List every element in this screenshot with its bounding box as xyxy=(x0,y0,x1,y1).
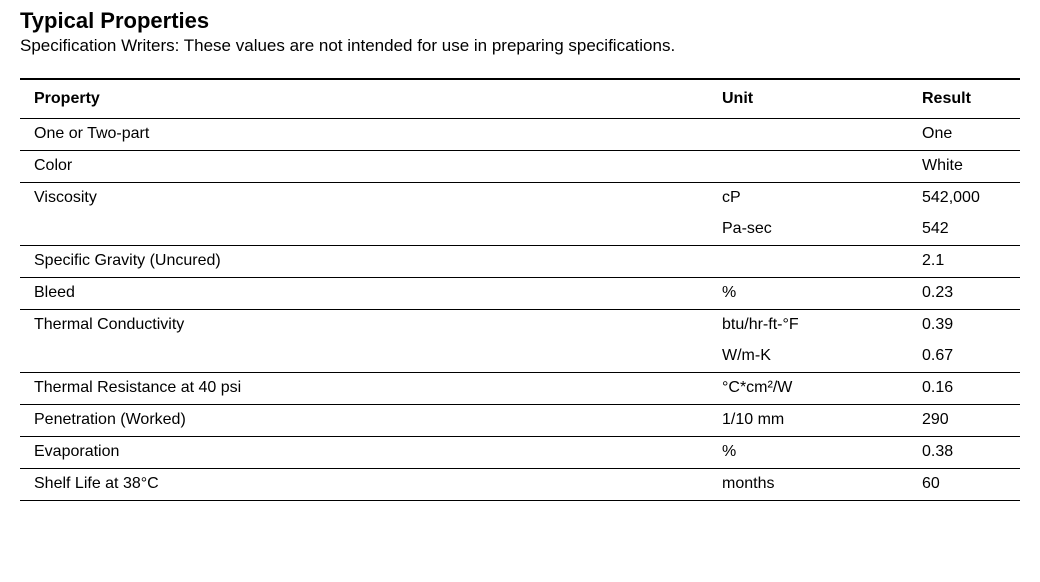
col-header-unit: Unit xyxy=(708,79,908,119)
page-title: Typical Properties xyxy=(20,8,1020,34)
table-row: Shelf Life at 38°C months 60 xyxy=(20,469,1020,501)
table-row: Color White xyxy=(20,151,1020,183)
cell-result: 0.16 xyxy=(908,373,1020,405)
cell-result: 290 xyxy=(908,405,1020,437)
cell-unit xyxy=(708,119,908,151)
page-subtitle: Specification Writers: These values are … xyxy=(20,36,1020,56)
cell-property: Viscosity xyxy=(20,183,708,215)
cell-result: 0.67 xyxy=(908,341,1020,373)
cell-property: One or Two-part xyxy=(20,119,708,151)
cell-result: 0.39 xyxy=(908,310,1020,342)
cell-unit: Pa-sec xyxy=(708,214,908,246)
cell-property xyxy=(20,214,708,246)
page: Typical Properties Specification Writers… xyxy=(0,0,1040,521)
cell-property: Thermal Conductivity xyxy=(20,310,708,342)
cell-unit: % xyxy=(708,278,908,310)
col-header-property: Property xyxy=(20,79,708,119)
cell-unit: % xyxy=(708,437,908,469)
cell-property xyxy=(20,341,708,373)
cell-unit xyxy=(708,246,908,278)
col-header-result: Result xyxy=(908,79,1020,119)
table-row: Specific Gravity (Uncured) 2.1 xyxy=(20,246,1020,278)
cell-unit: btu/hr-ft-°F xyxy=(708,310,908,342)
cell-property: Evaporation xyxy=(20,437,708,469)
table-header-row: Property Unit Result xyxy=(20,79,1020,119)
cell-unit: 1/10 mm xyxy=(708,405,908,437)
cell-unit xyxy=(708,151,908,183)
table-row: Evaporation % 0.38 xyxy=(20,437,1020,469)
cell-property: Shelf Life at 38°C xyxy=(20,469,708,501)
cell-unit: °C*cm²/W xyxy=(708,373,908,405)
table-row: Thermal Conductivity btu/hr-ft-°F 0.39 xyxy=(20,310,1020,342)
cell-property: Color xyxy=(20,151,708,183)
cell-property: Bleed xyxy=(20,278,708,310)
table-row: Thermal Resistance at 40 psi °C*cm²/W 0.… xyxy=(20,373,1020,405)
cell-result: 542 xyxy=(908,214,1020,246)
table-row: Pa-sec 542 xyxy=(20,214,1020,246)
cell-result: 2.1 xyxy=(908,246,1020,278)
table-row: Viscosity cP 542,000 xyxy=(20,183,1020,215)
cell-result: 0.23 xyxy=(908,278,1020,310)
cell-unit: W/m-K xyxy=(708,341,908,373)
cell-result: White xyxy=(908,151,1020,183)
cell-property: Specific Gravity (Uncured) xyxy=(20,246,708,278)
table-row: One or Two-part One xyxy=(20,119,1020,151)
cell-property: Thermal Resistance at 40 psi xyxy=(20,373,708,405)
cell-unit: months xyxy=(708,469,908,501)
table-row: Bleed % 0.23 xyxy=(20,278,1020,310)
cell-result: 542,000 xyxy=(908,183,1020,215)
properties-table: Property Unit Result One or Two-part One… xyxy=(20,78,1020,501)
table-row: W/m-K 0.67 xyxy=(20,341,1020,373)
table-body: One or Two-part One Color White Viscosit… xyxy=(20,119,1020,501)
cell-result: 0.38 xyxy=(908,437,1020,469)
cell-unit: cP xyxy=(708,183,908,215)
table-row: Penetration (Worked) 1/10 mm 290 xyxy=(20,405,1020,437)
cell-result: One xyxy=(908,119,1020,151)
cell-result: 60 xyxy=(908,469,1020,501)
cell-property: Penetration (Worked) xyxy=(20,405,708,437)
